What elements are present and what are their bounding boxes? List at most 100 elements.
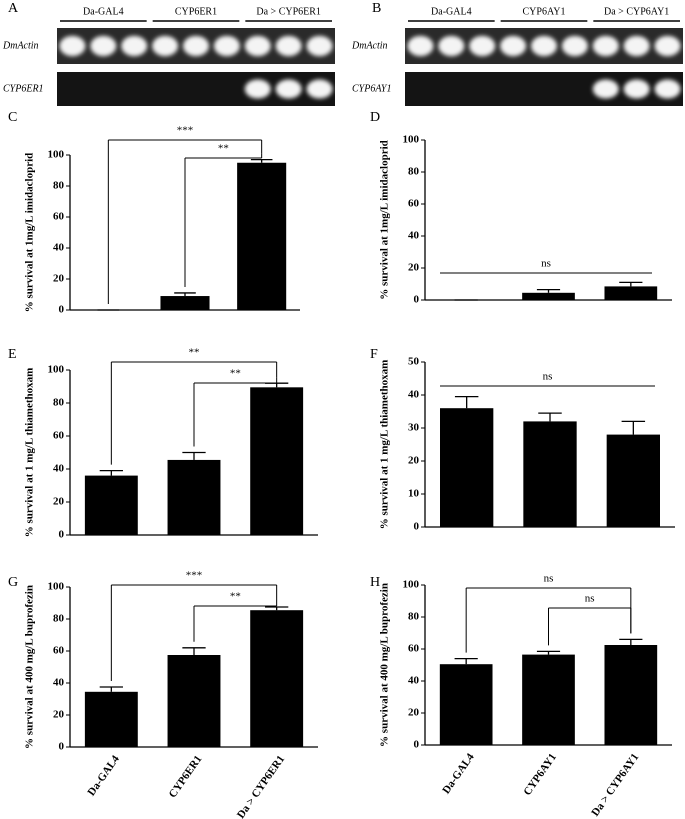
- y-tick-label: 100: [403, 579, 420, 591]
- bar: [439, 664, 493, 745]
- lane-group-label: Da > CYP6ER1: [256, 6, 321, 17]
- y-tick-label: 80: [53, 397, 65, 409]
- gel-band: [152, 35, 179, 57]
- y-tick-label: 40: [53, 463, 65, 475]
- y-tick-label: 0: [59, 529, 65, 541]
- gel-row-label: DmActin: [351, 40, 388, 51]
- y-tick-label: 100: [48, 149, 65, 161]
- gel-band: [90, 35, 117, 57]
- bar: [237, 162, 287, 310]
- y-tick-label: 60: [53, 211, 65, 223]
- y-tick-label: 60: [408, 643, 420, 655]
- panel-letter: A: [8, 1, 19, 16]
- y-tick-label: 100: [403, 134, 420, 146]
- panel-letter: G: [8, 575, 18, 590]
- lane-group-label: Da > CYP6AY1: [604, 6, 669, 17]
- y-tick-label: 20: [53, 273, 65, 285]
- gel-band: [244, 79, 271, 99]
- significance-label: ns: [544, 573, 554, 585]
- significance-label: **: [230, 368, 241, 380]
- gel-band: [121, 35, 148, 57]
- bar: [523, 421, 577, 527]
- gel-band: [623, 79, 650, 99]
- panel-letter: F: [370, 347, 378, 362]
- panel-letter: E: [8, 347, 17, 362]
- y-tick-label: 40: [408, 389, 420, 401]
- y-tick-label: 80: [408, 611, 420, 623]
- x-tick-label: Da > CYP6ER1: [235, 753, 287, 819]
- y-tick-label: 20: [408, 707, 420, 719]
- gel-band: [592, 79, 619, 99]
- y-axis-label: % survival at 400 mg/L buprofezin: [379, 583, 391, 747]
- y-tick-label: 20: [408, 455, 420, 467]
- gel-band: [654, 35, 681, 57]
- significance-label: ns: [541, 258, 551, 270]
- significance-label: ns: [543, 371, 553, 383]
- panel-letter: D: [370, 110, 380, 125]
- y-tick-label: 50: [408, 356, 420, 368]
- y-tick-label: 80: [408, 166, 420, 178]
- y-tick-label: 10: [408, 488, 420, 500]
- bar: [606, 434, 660, 527]
- gel-band: [561, 35, 588, 57]
- y-tick-label: 0: [414, 739, 420, 751]
- y-tick-label: 0: [59, 304, 65, 316]
- gel-band: [438, 35, 465, 57]
- y-tick-label: 40: [53, 242, 65, 254]
- x-tick-label: Da-GAL4: [440, 751, 477, 796]
- y-tick-label: 0: [59, 741, 65, 753]
- y-tick-label: 80: [53, 180, 65, 192]
- bar: [440, 408, 494, 527]
- bar: [604, 286, 658, 300]
- y-tick-label: 20: [408, 262, 420, 274]
- y-tick-label: 80: [53, 613, 65, 625]
- y-tick-label: 0: [414, 294, 420, 306]
- gel-band: [306, 35, 333, 57]
- gel-band: [592, 35, 619, 57]
- gel-band: [407, 35, 434, 57]
- significance-label: **: [189, 347, 200, 359]
- lane-group-label: CYP6ER1: [175, 6, 217, 17]
- y-tick-label: 0: [414, 521, 420, 533]
- bar: [167, 655, 221, 747]
- x-tick-label: CYP6AY1: [521, 751, 559, 798]
- gel-band: [59, 35, 86, 57]
- y-tick-label: 40: [408, 675, 420, 687]
- gel-band: [244, 35, 271, 57]
- y-tick-label: 100: [48, 581, 65, 593]
- bar: [84, 691, 138, 747]
- x-tick-label: Da > CYP6AY1: [589, 751, 641, 818]
- y-tick-label: 60: [53, 645, 65, 657]
- gel-band: [500, 35, 527, 57]
- bar: [522, 292, 575, 300]
- y-axis-label: % survival at 400 mg/L buprofezin: [24, 585, 36, 749]
- significance-label: **: [230, 591, 241, 603]
- y-axis-label: % survival at 1mg/L imidacloprid: [24, 153, 36, 313]
- y-tick-label: 100: [48, 364, 65, 376]
- y-tick-label: 40: [53, 677, 65, 689]
- lane-group-label: Da-GAL4: [83, 6, 124, 17]
- bar: [84, 475, 138, 535]
- gel-band: [275, 79, 302, 99]
- y-tick-label: 60: [53, 430, 65, 442]
- x-tick-label: Da-GAL4: [85, 753, 122, 798]
- gel-band: [213, 35, 240, 57]
- significance-label: ***: [177, 125, 194, 137]
- y-tick-label: 60: [408, 198, 420, 210]
- gel-band: [531, 35, 557, 57]
- significance-label: ***: [186, 570, 203, 582]
- gel-band: [275, 35, 302, 57]
- gel-band: [183, 35, 209, 57]
- gel-row-label: DmActin: [2, 40, 39, 51]
- gel-row-label: CYP6AY1: [352, 83, 391, 94]
- bar: [522, 654, 575, 745]
- bar: [604, 645, 658, 745]
- y-tick-label: 30: [408, 422, 420, 434]
- y-tick-label: 20: [53, 709, 65, 721]
- bar: [160, 296, 210, 310]
- significance-label: **: [218, 143, 229, 155]
- panel-letter: B: [372, 1, 381, 16]
- y-axis-label: % survival at 1 mg/L thiamethoxam: [379, 360, 391, 530]
